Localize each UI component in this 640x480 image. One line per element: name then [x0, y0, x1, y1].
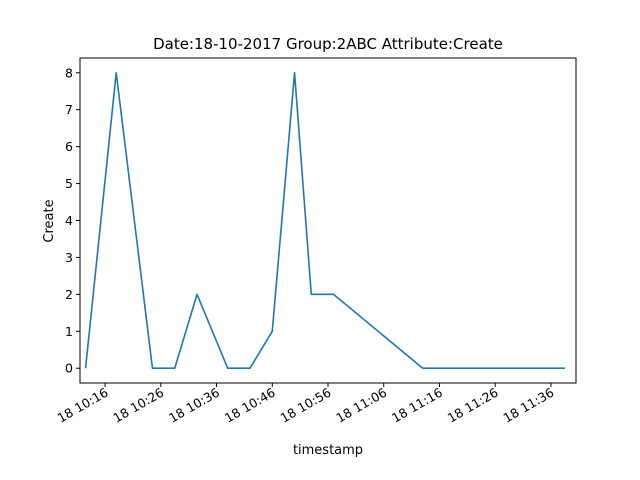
y-axis-ticks: 0 1 2 3 4 5 6 7 8 — [65, 65, 80, 376]
y-tick-label: 5 — [65, 176, 73, 191]
x-tick-label: 18 10:46 — [222, 385, 278, 426]
x-tick-label: 18 10:26 — [110, 385, 166, 426]
x-tick-label: 18 11:06 — [333, 385, 389, 426]
y-tick-label: 4 — [65, 213, 73, 228]
series-layer — [84, 71, 565, 370]
y-tick-label: 7 — [65, 102, 73, 117]
plot-area-frame — [79, 57, 577, 384]
y-tick-label: 6 — [65, 139, 73, 154]
x-tick-label: 18 11:16 — [389, 385, 445, 426]
x-axis-label: timestamp — [293, 443, 363, 458]
y-tick-label: 3 — [65, 250, 73, 265]
x-tick-label: 18 11:36 — [501, 385, 557, 426]
chart-title: Date:18-10-2017 Group:2ABC Attribute:Cre… — [153, 35, 503, 53]
x-tick-label: 18 11:26 — [445, 385, 501, 426]
y-tick-label: 2 — [65, 287, 73, 302]
x-tick-label: 18 10:56 — [278, 385, 334, 426]
x-tick-label: 18 10:16 — [55, 385, 111, 426]
x-axis-ticks: 18 10:16 18 10:26 18 10:36 18 10:46 18 10:56… — [55, 383, 557, 426]
x-tick-label: 18 10:36 — [166, 385, 222, 426]
series-line-0 — [84, 71, 565, 370]
y-tick-label: 1 — [65, 324, 73, 339]
y-tick-label: 0 — [65, 361, 73, 376]
y-tick-label: 8 — [65, 65, 73, 80]
y-axis-label: Create — [42, 199, 57, 242]
